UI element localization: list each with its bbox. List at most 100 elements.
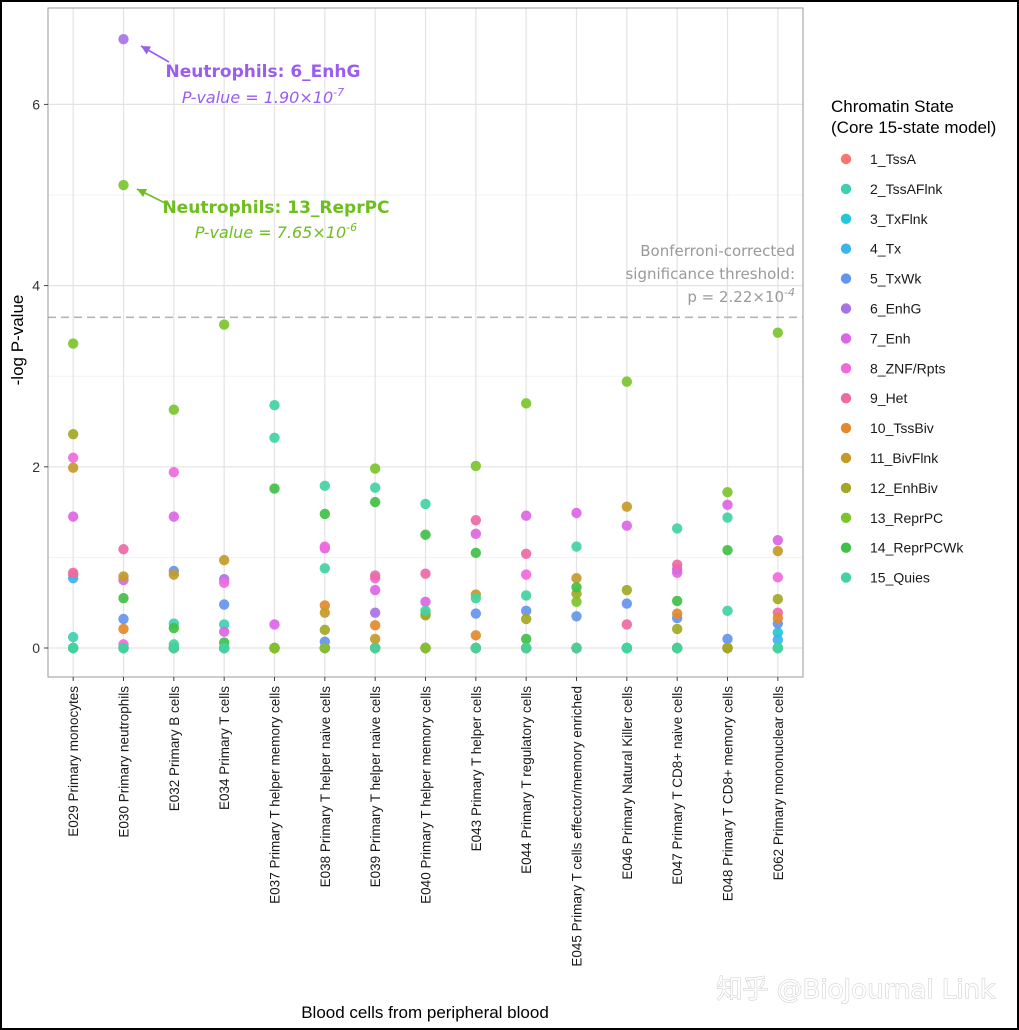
y-axis-label: -log P-value <box>8 295 27 386</box>
legend-key <box>840 183 852 195</box>
threshold-p-exponent: -4 <box>784 286 795 299</box>
x-tick-label: E043 Primary T helper cells <box>469 686 484 852</box>
data-point <box>319 600 331 611</box>
legend-label: 7_Enh <box>870 330 910 346</box>
data-point <box>621 619 633 630</box>
legend-label: 6_EnhG <box>870 301 921 317</box>
data-point <box>722 605 733 617</box>
data-point <box>369 570 381 581</box>
legend-key <box>840 213 852 224</box>
data-point <box>772 612 784 624</box>
legend-key <box>840 153 852 165</box>
legend-key <box>840 482 852 494</box>
data-point <box>67 631 79 643</box>
x-tick-label: E048 Primary T CD8+ memory cells <box>721 686 736 901</box>
x-tick-label: E032 Primary B cells <box>167 686 182 812</box>
data-point <box>772 534 784 546</box>
legend-key <box>840 542 852 553</box>
legend-title-line2: (Core 15-state model) <box>831 118 996 137</box>
data-point <box>168 622 180 634</box>
data-point <box>319 541 331 552</box>
data-point <box>369 642 381 654</box>
data-point <box>118 571 129 582</box>
legend-label: 11_BivFlnk <box>870 450 939 466</box>
x-tick-label: E029 Primary monocytes <box>66 686 81 837</box>
y-tick-label: 4 <box>32 278 40 294</box>
data-point <box>168 642 180 654</box>
annotation-p-exponent: -7 <box>333 86 344 99</box>
data-point <box>520 590 532 601</box>
data-point <box>470 642 482 654</box>
threshold-p-prefix: p = 2.22×10 <box>687 288 784 306</box>
y-tick-label: 6 <box>32 96 40 112</box>
data-point <box>571 596 582 607</box>
threshold-label-line3: p = 2.22×10-4 <box>687 286 795 306</box>
data-point <box>218 626 230 637</box>
data-point <box>671 595 683 607</box>
data-point <box>319 607 331 618</box>
data-point <box>772 593 784 605</box>
data-point <box>369 620 381 631</box>
data-point <box>470 630 482 641</box>
legend-key <box>840 452 852 464</box>
data-point <box>571 507 582 519</box>
data-point <box>470 547 482 559</box>
data-point <box>520 642 532 654</box>
data-point <box>520 398 532 409</box>
legend-label: 8_ZNF/Rpts <box>870 360 945 376</box>
data-point <box>319 480 331 492</box>
annotation-arrow-head <box>137 189 148 198</box>
data-point <box>571 541 582 552</box>
data-point <box>621 520 633 531</box>
legend-label: 3_TxFlnk <box>870 211 929 227</box>
annotation-p-prefix: P-value = 1.90×10 <box>182 88 333 107</box>
legend-label: 10_TssBiv <box>870 420 934 436</box>
data-point <box>369 463 381 474</box>
data-point <box>319 624 331 636</box>
data-point <box>520 510 532 521</box>
data-point <box>118 33 129 45</box>
legend: Chromatin State (Core 15-state model) 1_… <box>831 97 996 586</box>
watermark: 知乎 @BioJournal Link <box>716 975 995 1005</box>
data-point <box>118 544 129 555</box>
legend-label: 9_Het <box>870 390 907 406</box>
x-axis-label: Blood cells from peripheral blood <box>301 1003 549 1022</box>
x-tick-label: E046 Primary Natural Killer cells <box>620 686 635 880</box>
legend-key <box>840 572 852 583</box>
x-tick-label: E045 Primary T cells effector/memory enr… <box>570 686 585 967</box>
data-point <box>218 619 230 630</box>
data-point <box>118 642 129 654</box>
data-point <box>671 567 683 579</box>
data-point <box>722 544 733 556</box>
legend-label: 1_TssA <box>870 151 917 167</box>
data-point <box>621 584 633 596</box>
annotation-p-exponent: -6 <box>346 221 357 234</box>
data-point <box>118 179 129 191</box>
data-point <box>722 486 733 498</box>
data-point <box>168 404 180 415</box>
data-point <box>420 529 431 540</box>
legend-title-line1: Chromatin State <box>831 97 954 116</box>
data-point <box>67 511 79 522</box>
data-point <box>520 633 532 645</box>
data-point <box>218 554 230 566</box>
data-point <box>470 515 482 526</box>
data-point <box>772 327 784 338</box>
x-axis-ticks: E029 Primary monocytes E030 Primary neutr… <box>66 677 786 967</box>
y-axis-ticks: 0 2 4 6 <box>32 96 48 656</box>
data-point <box>319 642 331 654</box>
data-point <box>369 633 381 645</box>
data-point <box>269 619 280 630</box>
legend-label: 2_TssAFlnk <box>870 181 943 197</box>
x-tick-label: E037 Primary T helper memory cells <box>268 686 283 904</box>
threshold: Bonferroni-corrected significance thresh… <box>48 242 803 319</box>
data-point <box>67 642 79 654</box>
data-point <box>621 598 633 609</box>
data-point <box>218 599 230 610</box>
legend-key <box>840 512 852 523</box>
annotation-p-value: P-value = 7.65×10-6 <box>195 221 357 242</box>
data-point <box>772 572 784 583</box>
data-point <box>319 508 331 520</box>
